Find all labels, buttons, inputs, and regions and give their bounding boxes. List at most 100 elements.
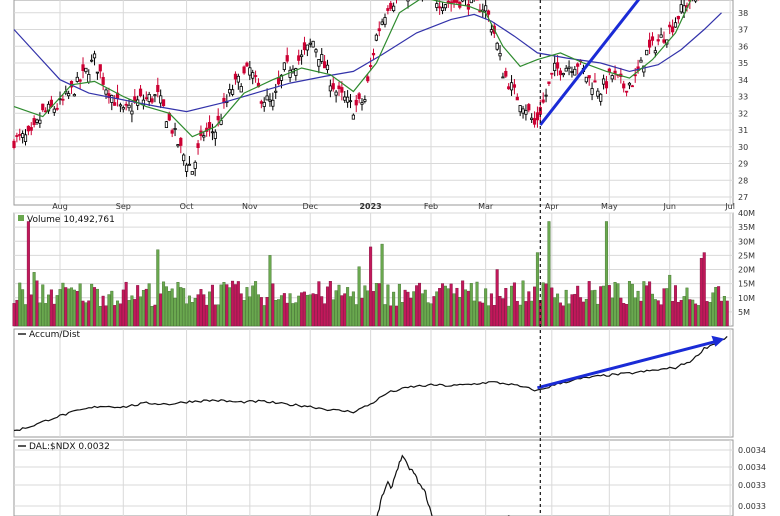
volume-bar — [75, 291, 79, 327]
candle-body — [354, 99, 358, 106]
volume-bar — [363, 285, 367, 327]
volume-bar — [374, 283, 378, 327]
candle-body — [78, 79, 82, 82]
volume-bar — [248, 296, 252, 327]
ratio-line — [376, 454, 433, 516]
volume-bar — [464, 289, 468, 327]
candle-body — [184, 164, 189, 172]
candle-body — [461, 0, 465, 2]
volume-bar — [225, 284, 229, 327]
volume-bar — [524, 301, 528, 327]
volume-title: Volume 10,492,761 — [27, 215, 115, 225]
candle-body — [489, 29, 494, 33]
candle-body — [285, 55, 289, 62]
price-tick-label: 35 — [738, 59, 748, 68]
volume-bar — [510, 285, 514, 327]
volume-bar — [653, 299, 657, 327]
ratio-tick-label: 0.0033 — [738, 481, 766, 490]
volume-legend-swatch — [18, 215, 24, 221]
volume-bar — [52, 303, 56, 327]
candle-body — [193, 161, 197, 169]
long-moving-average-line — [13, 12, 722, 113]
candle-body — [182, 154, 186, 162]
candle-body — [302, 42, 307, 51]
candle-body — [668, 24, 672, 28]
volume-bar — [642, 281, 646, 327]
volume-bar — [320, 296, 324, 327]
candle-body — [153, 94, 157, 97]
volume-bar — [596, 303, 600, 327]
volume-bar — [561, 305, 565, 327]
volume-bar — [530, 300, 534, 327]
volume-bar — [544, 283, 548, 327]
volume-bar — [210, 284, 214, 327]
candle-body — [84, 67, 88, 73]
volume-bar — [426, 302, 430, 327]
volume-bar — [216, 304, 220, 327]
volume-bar — [133, 299, 137, 327]
volume-bar — [354, 304, 358, 327]
volume-tick-label: 10M — [738, 294, 755, 303]
candle-body — [55, 107, 59, 110]
ratio-panel — [13, 439, 734, 516]
volume-bar — [711, 292, 715, 327]
date-tick-label: Apr — [545, 202, 560, 211]
volume-bar — [535, 252, 539, 327]
accum-dist-title: Accum/Dist — [29, 330, 81, 340]
candle-body — [110, 95, 114, 103]
volume-bar — [282, 293, 286, 327]
volume-bar — [389, 305, 393, 327]
volume-bar — [208, 291, 212, 327]
accum-dist-arrowhead — [711, 335, 725, 347]
candle-body — [573, 68, 577, 76]
volume-bar — [190, 302, 194, 327]
volume-bar — [84, 302, 88, 327]
volume-tick-label: 15M — [738, 280, 755, 289]
volume-bar — [556, 293, 560, 327]
candle-body — [325, 64, 330, 71]
volume-bar — [90, 283, 94, 327]
candle-body — [317, 59, 321, 67]
candle-body — [176, 144, 180, 147]
volume-bar — [487, 305, 491, 327]
volume-bar — [567, 303, 571, 327]
price-tick-label: 29 — [738, 160, 748, 169]
volume-bar — [613, 281, 617, 327]
volume-bar — [47, 294, 51, 327]
volume-bar — [418, 282, 422, 327]
volume-bar — [113, 305, 117, 327]
candle-body — [323, 61, 327, 69]
accum-dist-line — [13, 335, 728, 432]
volume-bar — [107, 294, 111, 327]
volume-bar — [357, 266, 361, 327]
volume-bar — [547, 221, 551, 327]
volume-bar — [668, 274, 672, 327]
volume-bar — [300, 292, 304, 327]
volume-bar — [722, 296, 726, 327]
date-tick-label: May — [601, 202, 618, 211]
candle-body — [337, 85, 341, 90]
volume-bar — [610, 297, 614, 327]
candle-body — [248, 67, 252, 76]
volume-bar — [153, 304, 157, 327]
volume-bar — [498, 295, 502, 327]
candle-body — [645, 49, 649, 56]
volume-bar — [507, 305, 511, 327]
candle-body — [389, 2, 393, 9]
candle-body — [179, 137, 183, 146]
candle-body — [210, 131, 215, 134]
candle-body — [541, 99, 545, 103]
volume-bar — [383, 304, 387, 327]
candle-body — [328, 85, 332, 92]
candle-body — [521, 108, 525, 114]
volume-bar — [98, 306, 102, 327]
candle-body — [81, 64, 85, 72]
volume-bar — [573, 293, 577, 327]
volume-bar — [694, 303, 698, 327]
candle-body — [130, 110, 134, 115]
candle-body — [647, 39, 652, 48]
candle-body — [331, 83, 335, 90]
volume-bar — [627, 281, 631, 327]
volume-bar — [328, 281, 332, 327]
